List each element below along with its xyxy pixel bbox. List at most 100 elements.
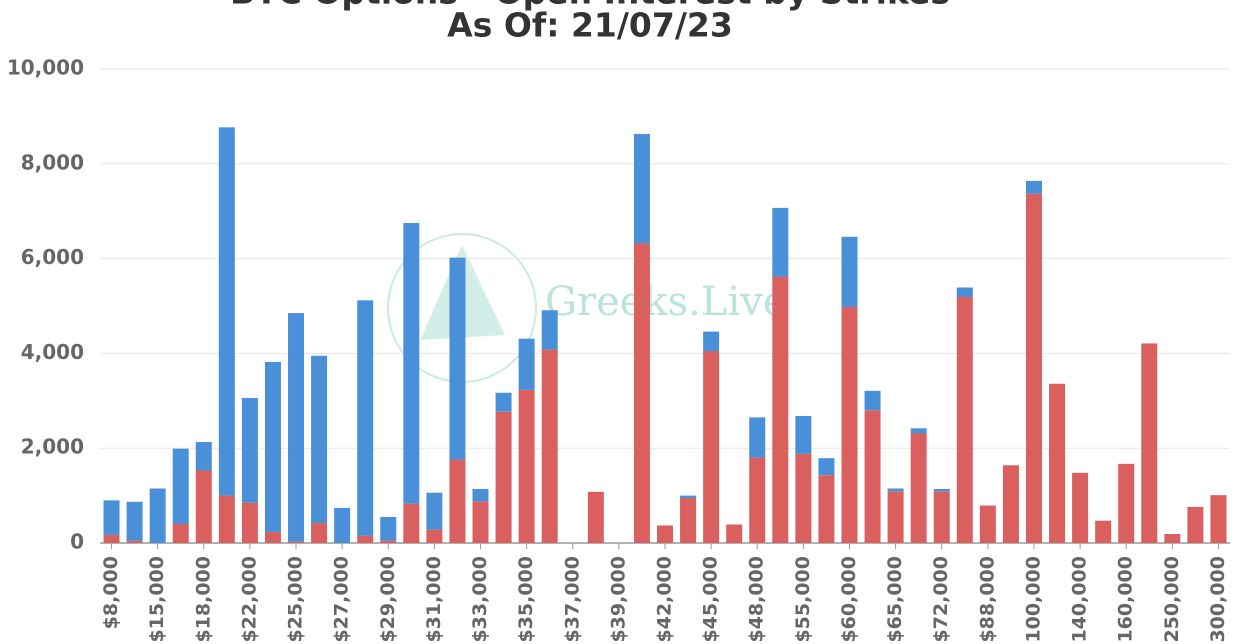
x-tick-label: $29,000 [377, 556, 399, 643]
bar [264, 361, 281, 533]
bar [449, 257, 466, 460]
bar [1095, 520, 1112, 543]
bar [426, 529, 443, 543]
x-tick-label: $300,000 [1207, 556, 1229, 644]
bar [288, 541, 305, 543]
x-tick-label: $250,000 [1161, 556, 1183, 644]
bar [218, 127, 235, 496]
bar [864, 390, 881, 411]
bar [772, 276, 789, 543]
bar [1025, 180, 1042, 194]
bar [703, 331, 720, 352]
y-tick-label: 0 [70, 530, 84, 554]
x-tick-label: $65,000 [884, 556, 906, 643]
x-tick-label: $22,000 [238, 556, 260, 643]
bar [1072, 472, 1089, 543]
x-tick-label: $39,000 [607, 556, 629, 643]
bar [1141, 343, 1158, 543]
bar [910, 433, 927, 543]
x-tick-label: $72,000 [930, 556, 952, 643]
bar [472, 501, 489, 543]
bar [103, 534, 120, 543]
bar [357, 535, 374, 543]
bar [541, 349, 558, 543]
bar [288, 313, 305, 542]
x-tick-label: $100,000 [1022, 556, 1044, 644]
x-tick-label: $160,000 [1115, 556, 1137, 644]
chart-subtitle: As Of: 21/07/23 [447, 6, 733, 45]
bar [264, 532, 281, 543]
bar [1118, 463, 1135, 543]
bar [680, 495, 697, 498]
bar [933, 488, 950, 492]
bar [933, 491, 950, 543]
x-tick-label: $15,000 [146, 556, 168, 643]
bar [103, 500, 120, 535]
x-tick-label: $33,000 [469, 556, 491, 643]
bar [1002, 465, 1019, 543]
bar [241, 397, 258, 503]
bar [956, 287, 973, 297]
watermark: Greeks.Live [545, 279, 787, 325]
bar [841, 306, 858, 543]
bar [518, 338, 535, 390]
bar [495, 411, 512, 543]
x-tick-label: $48,000 [746, 556, 768, 643]
bar [195, 470, 212, 543]
x-tick-label: $27,000 [331, 556, 353, 643]
bar [495, 392, 512, 412]
bar [910, 428, 927, 434]
bar [403, 503, 420, 543]
bar [1025, 193, 1042, 544]
bar [1164, 533, 1181, 543]
bar [218, 495, 235, 543]
bar [126, 540, 143, 543]
x-tick-label: $45,000 [700, 556, 722, 643]
x-tick-label: $37,000 [561, 556, 583, 643]
bar [172, 524, 189, 543]
bar [749, 457, 766, 543]
bar [633, 243, 650, 543]
bar [311, 523, 328, 543]
bar [1210, 495, 1227, 543]
bar [633, 133, 650, 244]
bar [449, 459, 466, 543]
bar [195, 442, 212, 471]
bar [587, 491, 604, 543]
y-tick-label: 4,000 [21, 340, 84, 364]
x-tick-label: $8,000 [100, 556, 122, 629]
bar [403, 223, 420, 504]
y-tick-label: 2,000 [21, 435, 84, 459]
bar [818, 475, 835, 543]
bar [1187, 506, 1204, 543]
bar [726, 524, 743, 543]
x-tick-label: $25,000 [285, 556, 307, 643]
bar [518, 389, 535, 543]
bar [772, 207, 789, 277]
bar [426, 492, 443, 530]
bar [749, 417, 766, 458]
bar [334, 507, 351, 543]
bar [841, 236, 858, 307]
x-tick-label: $35,000 [515, 556, 537, 643]
x-tick-label: $18,000 [192, 556, 214, 643]
bar [657, 525, 673, 543]
bar [680, 497, 697, 543]
bar [149, 488, 166, 543]
bar [887, 488, 904, 492]
bar [241, 502, 258, 543]
bar [864, 410, 881, 543]
chart-title: BTC Options - Open Interest by Strikes [230, 0, 950, 12]
x-tick-label: $60,000 [838, 556, 860, 643]
bar [380, 540, 397, 543]
bar [818, 458, 835, 476]
x-tick-label: $88,000 [976, 556, 998, 643]
bar [703, 351, 720, 543]
x-tick-label: $55,000 [792, 556, 814, 643]
bar [795, 415, 812, 454]
bar [887, 491, 904, 543]
bar [380, 516, 397, 541]
bar [795, 453, 812, 543]
bar [541, 310, 558, 350]
